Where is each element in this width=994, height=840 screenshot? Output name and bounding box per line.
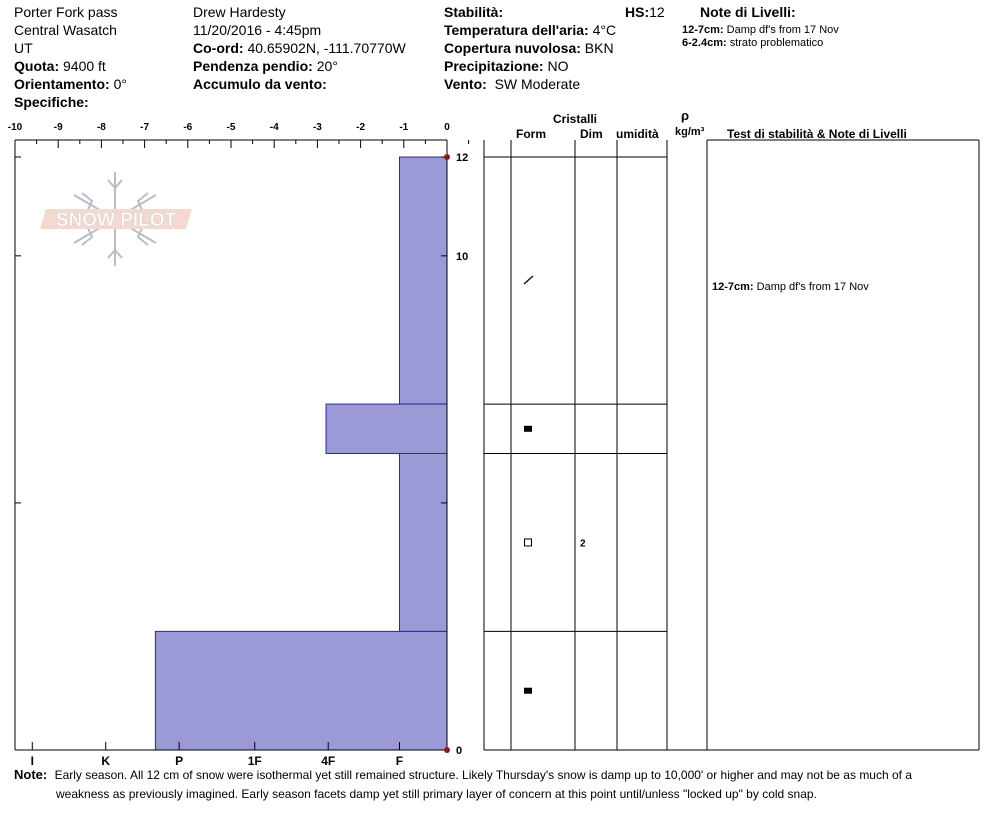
observation-datetime: 11/20/2016 - 4:45pm [193,22,322,38]
air-temp-value: 4°C [592,22,617,38]
layer-note-1: 12-7cm: Damp df's from 17 Nov [682,24,839,37]
height-marker [444,154,450,160]
top-axis-tick-label: -9 [54,122,63,133]
slope-value: 20° [316,58,338,74]
tests-header: Test di stabilità & Note di Livelli [727,127,907,141]
density-unit-header: kg/m³ [675,126,705,138]
top-axis-tick-label: 0 [444,122,450,133]
height-tick-label: 12 [456,152,468,164]
hardness-bar-2 [325,403,448,455]
snowpilot-logo: SNOW PILOT [40,172,192,266]
wind-loading-label: Accumulo da vento: [193,76,327,92]
elevation-value: 9400 ft [63,58,106,74]
moisture-header: umidità [616,127,659,141]
layer-note-1-range: 12-7cm: [682,24,724,36]
wind-label: Vento: [444,76,487,92]
elevation: Quota: 9400 ft [14,57,106,75]
hs-value: 12 [649,4,665,20]
faceted-crystal-symbol [524,538,532,547]
layer-notes-title: Note di Livelli: [700,4,796,20]
melt-form-symbol [524,687,532,694]
form-header: Form [516,127,546,141]
coords-value: 40.65902N, -111.70770W [247,40,406,56]
specifics-label: Specifiche: [14,94,89,110]
logo-banner [40,209,192,229]
location-name: Porter Fork pass [14,4,118,20]
logo-text: SNOW PILOT [56,210,177,231]
height-tick-label: 10 [456,251,468,263]
footer-note: Note: Early season. All 12 cm of snow we… [14,765,974,785]
note-label: Note: [14,767,48,782]
air-temperature: Temperatura dell'aria: 4°C [444,21,616,39]
height-marker [444,747,450,753]
height-tick-label: 0 [456,745,462,757]
wind-value: SW Moderate [494,76,581,92]
layer-test-note: 12-7cm: Damp df's from 17 Nov [712,281,869,293]
elevation-label: Quota: [14,58,60,74]
precipitation: Precipitazione: NO [444,57,568,75]
air-temp-label: Temperatura dell'aria: [444,22,589,38]
layer-note-1-text: Damp df's from 17 Nov [726,24,839,36]
layer-note-2-range: 6-2.4cm: [682,37,727,49]
top-axis-tick-label: -7 [140,122,149,133]
rho-header: ρ [681,108,690,123]
top-axis-tick-label: -1 [399,122,408,133]
decomposing-fragments-symbol [523,275,534,285]
wind: Vento: SW Moderate [444,75,580,93]
crystals-header: Cristalli [553,112,598,126]
hardness-bar-1 [398,156,448,405]
precip-label: Precipitazione: [444,58,544,74]
aspect: Orientamento: 0° [14,75,127,93]
coords-label: Co-ord: [193,40,244,56]
hardness-bar-3 [398,453,448,632]
aspect-label: Orientamento: [14,76,110,92]
size-header: Dim [580,127,603,141]
coordinates: Co-ord: 40.65902N, -111.70770W [193,39,406,57]
hardness-tick-label: I [31,754,34,768]
state: UT [14,40,33,56]
top-axis-tick-label: -5 [227,122,236,133]
slope: Pendenza pendio: 20° [193,57,338,75]
hardness-tick-label: F [396,754,403,768]
precip-value: NO [547,58,569,74]
layer-test-note-range: 12-7cm: [712,281,757,293]
top-axis-tick-label: -4 [270,122,279,133]
top-axis-tick-label: -3 [313,122,322,133]
top-axis-tick-label: -6 [183,122,192,133]
stability-label: Stabilità: [444,4,504,20]
hardness-bar-4 [154,630,448,751]
hs-label: HS: [625,4,650,20]
layer-note-2-text: strato problematico [729,37,824,49]
aspect-value: 0° [113,76,127,92]
layer-test-note-text: Damp df's from 17 Nov [757,281,870,293]
layer-note-2: 6-2.4cm: strato problematico [682,37,823,50]
hardness-tick-label: 1F [248,754,262,768]
note-line-1: Early season. All 12 cm of snow were iso… [54,768,913,782]
hardness-tick-label: K [101,754,110,768]
hardness-tick-label: P [175,754,183,768]
sky-value: BKN [584,40,614,56]
top-axis-tick-label: -2 [356,122,365,133]
top-axis-tick-label: -10 [8,122,23,133]
melt-form-symbol [524,425,532,432]
sky-cover: Copertura nuvolosa: BKN [444,39,614,57]
slope-label: Pendenza pendio: [193,58,313,74]
footer-note-line-2: weakness as previously imagined. Early s… [56,787,817,801]
sky-label: Copertura nuvolosa: [444,40,581,56]
snow-height: HS:12 [625,3,665,21]
grain-size-value: 2 [580,538,586,549]
mountain-range: Central Wasatch [14,22,117,38]
top-axis-tick-label: -8 [97,122,106,133]
hardness-tick-label: 4F [321,754,335,768]
observer-name: Drew Hardesty [193,4,286,20]
